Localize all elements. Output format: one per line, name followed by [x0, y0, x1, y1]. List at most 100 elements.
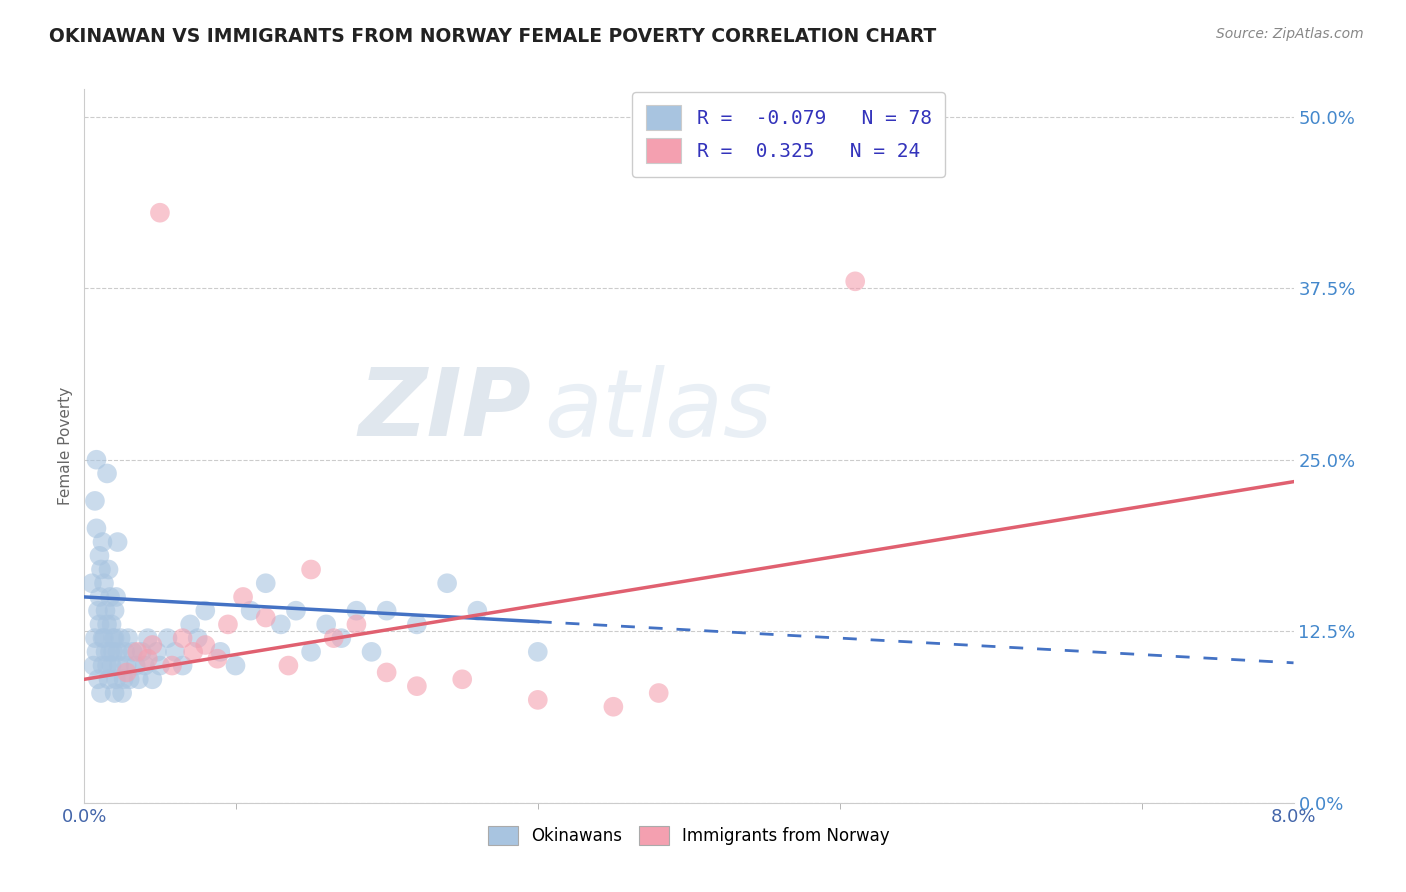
Point [131, 645, 153, 659]
Point [97, 673, 120, 687]
Point [194, 604, 217, 618]
Point [406, 679, 429, 693]
Point [315, 617, 337, 632]
Point [648, 686, 671, 700]
Point [84, 631, 107, 645]
Point [330, 631, 353, 645]
Point [117, 631, 139, 645]
Point [602, 699, 624, 714]
Point [114, 645, 136, 659]
Point [101, 645, 124, 659]
Point [141, 673, 163, 687]
Point [90, 686, 112, 700]
Point [127, 645, 149, 659]
Point [239, 604, 262, 618]
Point [100, 617, 122, 632]
Point [118, 673, 141, 687]
Point [100, 658, 122, 673]
Point [165, 645, 187, 659]
Point [121, 645, 143, 659]
Point [299, 562, 322, 576]
Point [91, 535, 114, 549]
Point [93, 631, 115, 645]
Point [94, 604, 117, 618]
Point [467, 604, 489, 618]
Point [80, 576, 103, 591]
Point [107, 535, 129, 549]
Point [89, 549, 111, 563]
Point [90, 562, 112, 576]
Point [107, 645, 129, 659]
Point [346, 617, 368, 632]
Point [101, 631, 124, 645]
Point [451, 673, 474, 687]
Point [172, 658, 194, 673]
Point [527, 693, 550, 707]
Point [98, 590, 121, 604]
Point [98, 645, 121, 659]
Y-axis label: Female Poverty: Female Poverty [58, 387, 73, 505]
Legend: Okinawans, Immigrants from Norway: Okinawans, Immigrants from Norway [481, 819, 897, 852]
Text: Source: ZipAtlas.com: Source: ZipAtlas.com [1216, 27, 1364, 41]
Point [299, 645, 322, 659]
Point [254, 576, 277, 591]
Point [209, 645, 232, 659]
Point [110, 631, 132, 645]
Point [207, 651, 229, 665]
Point [89, 590, 111, 604]
Point [194, 638, 217, 652]
Point [96, 617, 118, 632]
Point [232, 590, 254, 604]
Point [149, 658, 172, 673]
Point [136, 631, 159, 645]
Point [93, 576, 115, 591]
Point [375, 665, 398, 680]
Point [277, 658, 299, 673]
Point [146, 645, 169, 659]
Point [141, 638, 163, 652]
Point [89, 617, 111, 632]
Point [149, 205, 172, 219]
Point [179, 617, 201, 632]
Point [84, 494, 107, 508]
Point [96, 467, 118, 481]
Point [96, 658, 118, 673]
Point [82, 658, 104, 673]
Point [156, 631, 179, 645]
Point [105, 673, 128, 687]
Text: OKINAWAN VS IMMIGRANTS FROM NORWAY FEMALE POVERTY CORRELATION CHART: OKINAWAN VS IMMIGRANTS FROM NORWAY FEMAL… [49, 27, 936, 45]
Point [111, 686, 134, 700]
Point [108, 658, 131, 673]
Point [97, 562, 120, 576]
Point [105, 590, 128, 604]
Point [187, 631, 209, 645]
Point [125, 658, 148, 673]
Point [436, 576, 458, 591]
Point [86, 645, 108, 659]
Text: atlas: atlas [544, 365, 772, 456]
Point [270, 617, 292, 632]
Point [112, 673, 135, 687]
Point [844, 274, 866, 288]
Point [225, 658, 247, 673]
Point [181, 645, 204, 659]
Point [134, 658, 156, 673]
Point [406, 617, 429, 632]
Point [284, 604, 308, 618]
Point [87, 673, 110, 687]
Point [104, 631, 127, 645]
Point [104, 686, 127, 700]
Point [527, 645, 550, 659]
Point [160, 658, 183, 673]
Point [136, 651, 159, 665]
Text: ZIP: ZIP [359, 364, 531, 457]
Point [87, 604, 110, 618]
Point [172, 631, 194, 645]
Point [104, 604, 127, 618]
Point [254, 610, 277, 624]
Point [91, 631, 114, 645]
Point [360, 645, 382, 659]
Point [375, 604, 398, 618]
Point [128, 673, 150, 687]
Point [115, 658, 138, 673]
